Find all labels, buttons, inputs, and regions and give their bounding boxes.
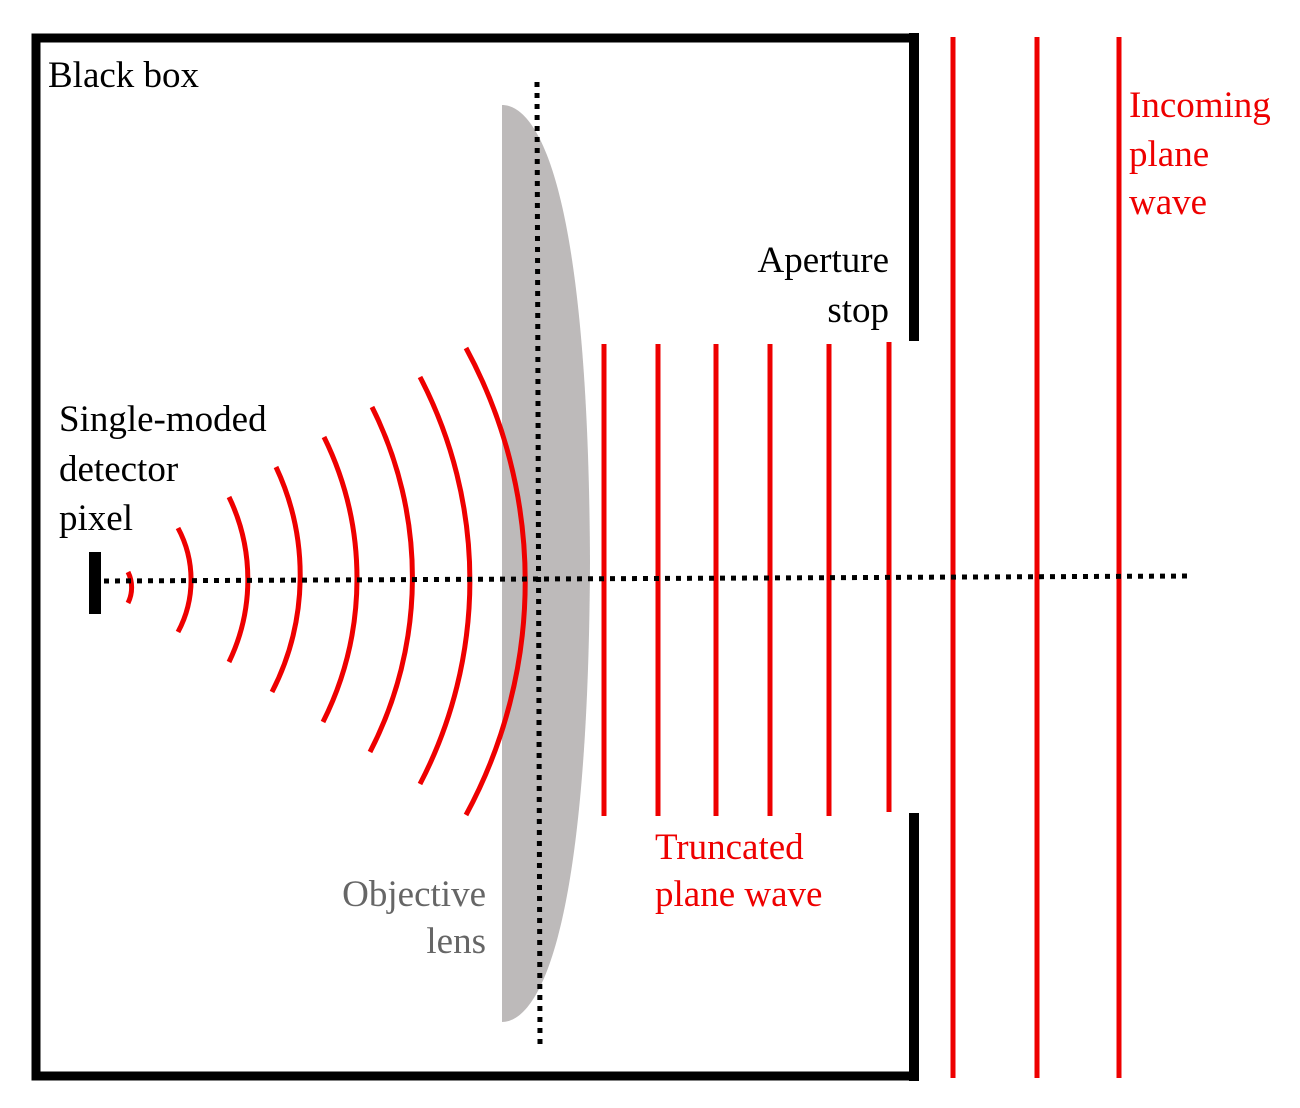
lens-label-line2: lens: [426, 921, 486, 962]
detector-label-line2: detector: [59, 449, 178, 490]
detector-label-line3: pixel: [59, 498, 133, 539]
truncated-label-line1: Truncated: [655, 827, 804, 868]
spherical-wavefront: [175, 526, 194, 634]
lens-label-line1: Objective: [342, 874, 486, 915]
aperture-label-line2: stop: [827, 290, 889, 331]
incoming-label-line1: Incoming: [1129, 85, 1271, 126]
spherical-wavefront: [125, 570, 135, 605]
detector-label-line1: Single-moded: [59, 399, 267, 440]
spherical-wavefront: [320, 435, 360, 724]
incoming-label-line2: plane: [1129, 134, 1209, 175]
incoming-label-line3: wave: [1129, 182, 1207, 223]
truncated-label-line2: plane wave: [655, 874, 822, 915]
black-box-frame: [31, 33, 914, 1081]
aperture-label-line1: Aperture: [758, 240, 890, 281]
incoming-plane-wave: [950, 37, 1122, 1078]
objective-lens: [502, 105, 590, 1022]
black-box-label: Black box: [48, 55, 200, 96]
optical-axis: [103, 573, 1193, 584]
spherical-wavefront: [269, 465, 303, 694]
